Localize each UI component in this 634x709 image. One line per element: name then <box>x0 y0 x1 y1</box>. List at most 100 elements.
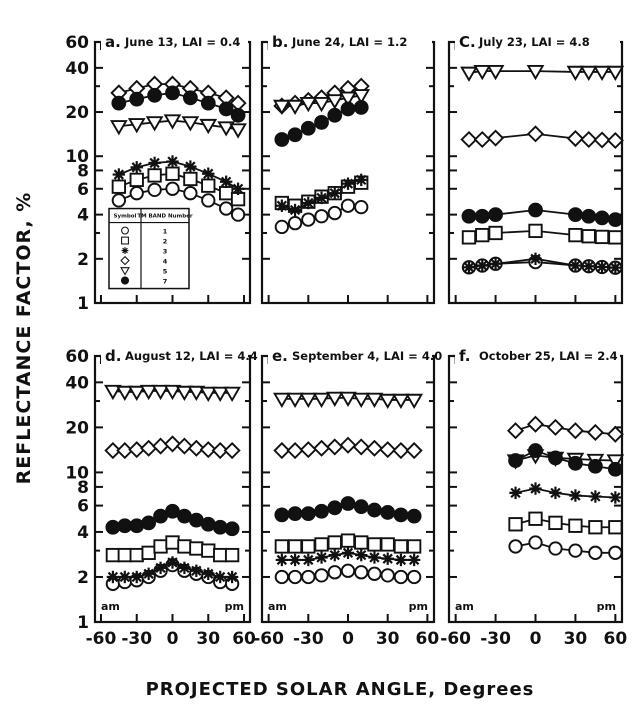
marker-star <box>275 199 289 212</box>
marker-triangle-down-open <box>339 91 357 107</box>
marker-circle-open <box>340 198 356 213</box>
series-band-3 <box>509 482 622 504</box>
y-tick-label: 4 <box>77 523 89 543</box>
marker-circle-filled <box>274 507 290 523</box>
marker-diamond-open <box>187 439 205 457</box>
marker-star <box>355 548 368 562</box>
series-band-4 <box>273 436 423 460</box>
marker-triangle-down-open <box>217 121 236 137</box>
marker-triangle-down-open <box>365 392 384 408</box>
marker-triangle-down-open <box>272 99 291 116</box>
panel-title-bg <box>455 33 620 51</box>
marker-triangle-down-open <box>579 65 598 82</box>
marker-square-open <box>224 547 240 563</box>
panel-title-bg <box>101 347 248 365</box>
y-tick-label: 8 <box>77 478 89 498</box>
star-stroke <box>463 262 475 273</box>
marker-diamond-open <box>352 438 370 456</box>
marker-square-open <box>340 533 356 548</box>
marker-star <box>302 553 315 567</box>
marker-triangle-down-open <box>181 116 200 132</box>
marker-triangle-down-open <box>229 123 247 139</box>
star-stroke <box>316 552 327 563</box>
marker-circle-open <box>367 566 382 581</box>
x-tick-label: 30 <box>376 629 400 649</box>
marker-triangle-down-open <box>299 392 318 408</box>
marker-triangle-down-open <box>286 99 304 116</box>
x-tick-label: 60 <box>232 629 256 649</box>
series-band-3 <box>106 556 239 584</box>
star-stroke <box>356 549 367 561</box>
marker-star <box>315 551 328 564</box>
marker-triangle-down-open <box>325 94 344 110</box>
marker-circle-filled <box>218 101 234 117</box>
marker-triangle-down-open <box>175 385 194 402</box>
legend-box <box>108 207 190 290</box>
marker-circle-filled <box>120 276 130 285</box>
marker-square-open <box>314 537 329 552</box>
marker-triangle-down-open <box>286 392 304 408</box>
series-band-2 <box>461 223 623 245</box>
marker-star <box>328 186 341 200</box>
legend-symbol <box>121 247 129 254</box>
x-tick-label: -60 <box>86 629 117 649</box>
marker-square-open <box>287 539 303 554</box>
marker-circle-filled <box>367 502 382 518</box>
star-stroke <box>590 491 601 502</box>
marker-star <box>476 259 489 272</box>
marker-star <box>381 552 394 565</box>
marker-star <box>130 570 143 584</box>
marker-star <box>595 260 609 274</box>
marker-circle-open <box>407 569 422 585</box>
marker-square-open <box>367 537 382 552</box>
panel-title: August 12, LAI = 4.4 <box>125 349 258 363</box>
panel-e: -60 -30 0 30 60 e. September 4, LAI = 4.0 am pm <box>253 347 442 649</box>
marker-triangle-down-open <box>211 386 230 402</box>
marker-circle-open <box>568 543 583 558</box>
marker-circle-open <box>287 569 303 585</box>
legend-band-number: 2 <box>163 238 168 246</box>
marker-square-open <box>608 520 623 535</box>
marker-star <box>609 491 622 504</box>
marker-square-open <box>528 511 543 526</box>
y-tick-label: 6 <box>77 497 89 517</box>
star-stroke <box>149 157 160 169</box>
marker-circle-filled <box>327 107 343 123</box>
marker-star <box>394 553 408 567</box>
star-stroke <box>185 161 196 172</box>
marker-diamond-open <box>273 442 291 460</box>
star-stroke <box>232 183 244 194</box>
marker-circle-filled <box>111 95 127 111</box>
marker-circle-filled <box>327 500 343 516</box>
marker-triangle-down-open <box>109 120 128 136</box>
marker-square-open <box>594 229 610 245</box>
marker-star <box>202 567 215 580</box>
marker-circle-open <box>301 569 316 585</box>
marker-circle-filled <box>581 208 597 224</box>
marker-star <box>549 486 562 500</box>
series-band-1 <box>111 181 246 222</box>
marker-diamond-open <box>140 439 158 457</box>
marker-star <box>130 161 143 174</box>
marker-star <box>529 252 542 266</box>
star-stroke <box>530 483 541 494</box>
marker-circle-open <box>380 568 395 583</box>
marker-circle-open <box>147 182 162 198</box>
x-axis-label: PROJECTED SOLAR ANGLE, Degrees <box>146 679 535 700</box>
marker-triangle-down-open <box>299 96 318 113</box>
marker-diamond-open <box>299 441 317 459</box>
marker-circle-filled <box>587 458 603 474</box>
marker-circle-filled <box>568 207 583 223</box>
y-tick-label: 40 <box>65 373 89 393</box>
marker-diamond-open <box>487 129 505 147</box>
marker-star <box>341 177 355 190</box>
marker-triangle-down-open <box>120 267 130 276</box>
marker-diamond-open <box>405 442 423 460</box>
marker-star <box>213 570 227 584</box>
marker-square-open <box>129 547 144 563</box>
star-stroke <box>179 562 190 574</box>
pm-label: pm <box>225 600 244 613</box>
x-tick-label: -30 <box>121 629 152 649</box>
